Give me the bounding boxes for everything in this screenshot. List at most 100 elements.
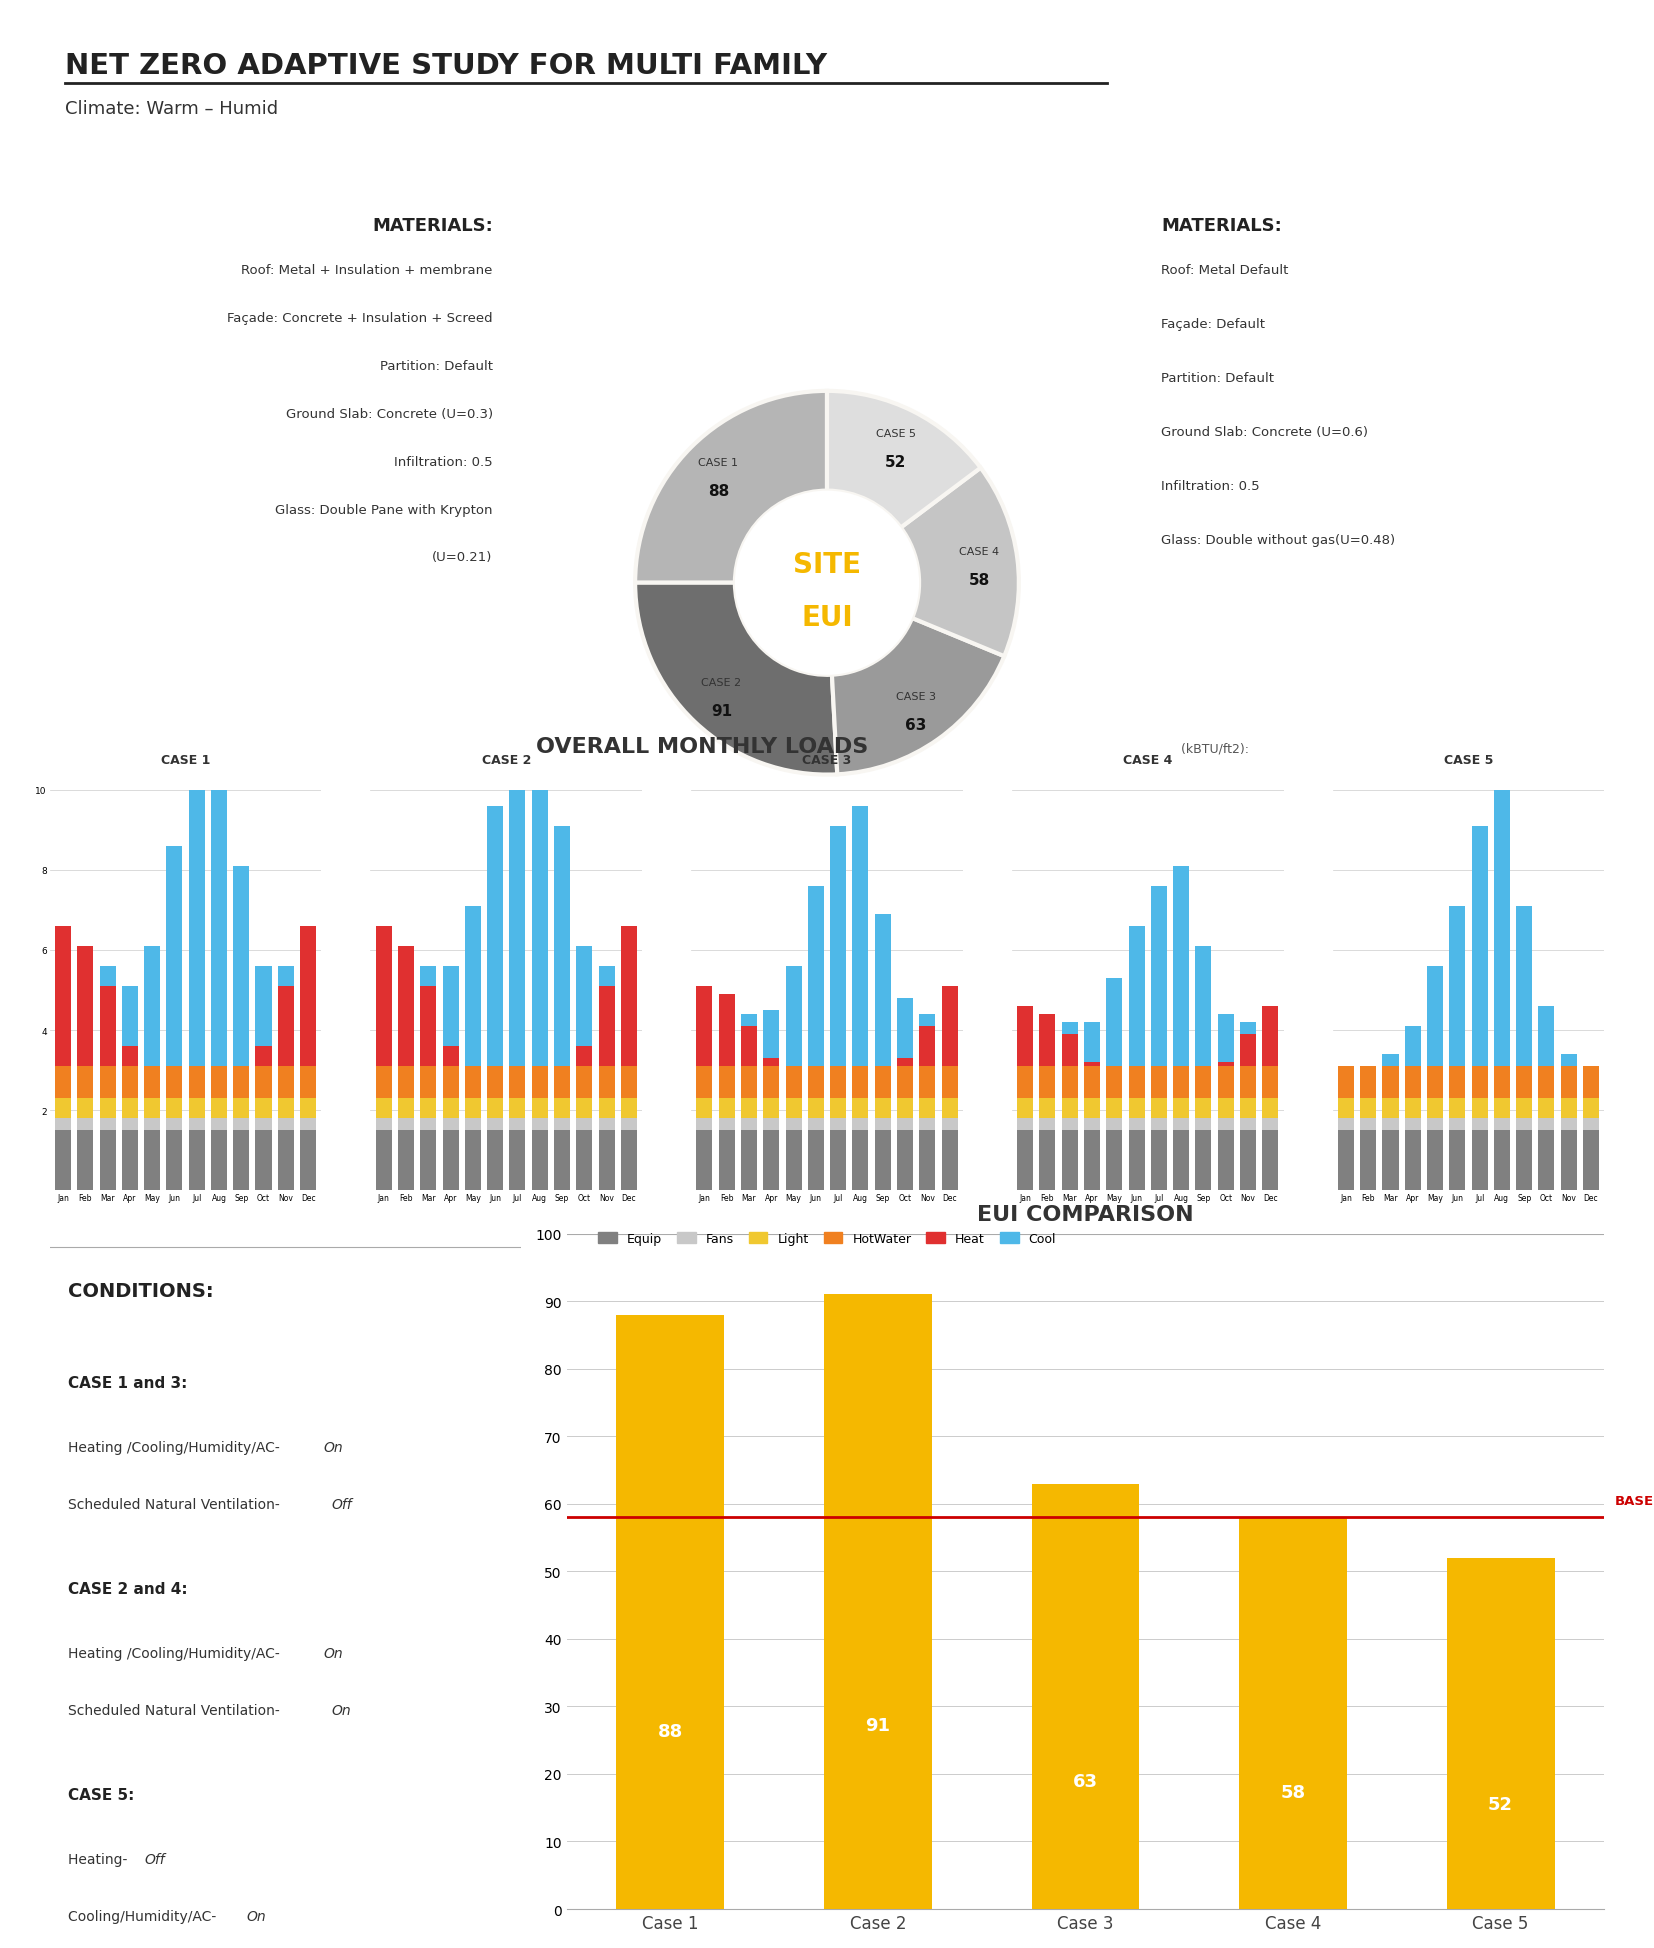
Bar xyxy=(1217,1068,1234,1099)
Text: Off: Off xyxy=(332,1498,352,1512)
Bar xyxy=(122,1118,137,1130)
Bar xyxy=(1472,1068,1487,1099)
Bar xyxy=(1538,1099,1555,1118)
Bar xyxy=(78,1099,93,1118)
Bar xyxy=(509,727,526,1068)
Bar xyxy=(786,1118,802,1130)
Bar xyxy=(233,1068,250,1099)
Bar xyxy=(1383,1054,1399,1068)
Bar xyxy=(255,1130,271,1190)
Bar xyxy=(1039,1099,1055,1118)
Bar xyxy=(1240,1118,1255,1130)
Bar xyxy=(920,1118,935,1130)
Text: 88: 88 xyxy=(708,483,729,499)
Bar xyxy=(1494,1130,1510,1190)
Bar xyxy=(599,1130,615,1190)
Bar xyxy=(576,1099,592,1118)
Bar xyxy=(696,1068,713,1099)
Bar xyxy=(719,1099,734,1118)
Bar xyxy=(1494,1068,1510,1099)
Bar xyxy=(1083,1023,1100,1062)
Bar xyxy=(399,1099,414,1118)
Bar xyxy=(465,1130,481,1190)
Bar xyxy=(1039,1068,1055,1099)
Bar xyxy=(1517,906,1532,1068)
Bar xyxy=(599,1068,615,1099)
Bar xyxy=(741,1015,758,1027)
Bar xyxy=(1151,886,1168,1068)
Bar xyxy=(741,1099,758,1118)
Text: On: On xyxy=(323,1646,342,1660)
Bar xyxy=(443,1046,458,1068)
Bar xyxy=(1404,1130,1421,1190)
Bar xyxy=(1583,1118,1599,1130)
Bar xyxy=(1472,1118,1487,1130)
Text: Heating-: Heating- xyxy=(68,1853,132,1866)
Bar xyxy=(1173,1099,1189,1118)
Bar xyxy=(830,826,847,1068)
Bar xyxy=(576,1118,592,1130)
Bar xyxy=(1240,1068,1255,1099)
Text: 58: 58 xyxy=(1280,1782,1305,1800)
Text: CASE 5:: CASE 5: xyxy=(68,1788,136,1802)
Bar xyxy=(255,1046,271,1068)
Bar xyxy=(1173,1118,1189,1130)
Text: (U=0.21): (U=0.21) xyxy=(432,551,493,565)
Bar xyxy=(299,927,316,1068)
Bar xyxy=(1017,1130,1034,1190)
Bar xyxy=(1360,1099,1376,1118)
Bar xyxy=(1017,1068,1034,1099)
Text: 91: 91 xyxy=(865,1716,890,1734)
Text: Infiltration: 0.5: Infiltration: 0.5 xyxy=(394,456,493,468)
Bar xyxy=(1538,1118,1555,1130)
Bar xyxy=(299,1130,316,1190)
Bar xyxy=(1538,1007,1555,1068)
Bar xyxy=(99,1099,116,1118)
Bar xyxy=(486,1099,503,1118)
Bar xyxy=(531,1118,547,1130)
Text: Partition: Default: Partition: Default xyxy=(1161,372,1274,386)
Legend: Equip, Fans, Light, HotWater, Heat, Cool: Equip, Fans, Light, HotWater, Heat, Cool xyxy=(592,1227,1062,1251)
Bar xyxy=(255,1068,271,1099)
Bar xyxy=(1062,1130,1078,1190)
Bar xyxy=(1360,1118,1376,1130)
Bar xyxy=(1262,1130,1279,1190)
Bar xyxy=(99,966,116,986)
Bar xyxy=(896,999,913,1058)
Bar xyxy=(420,1099,437,1118)
Bar xyxy=(278,1130,294,1190)
Bar xyxy=(1196,1118,1211,1130)
Bar xyxy=(212,1068,227,1099)
Bar xyxy=(375,1118,392,1130)
Bar xyxy=(1517,1130,1532,1190)
Bar xyxy=(278,1099,294,1118)
Bar xyxy=(941,1068,958,1099)
Bar xyxy=(167,1068,182,1099)
Bar xyxy=(554,1130,571,1190)
Bar xyxy=(144,1130,160,1190)
Text: 58: 58 xyxy=(969,573,991,588)
Bar xyxy=(278,1118,294,1130)
Bar xyxy=(167,1130,182,1190)
Bar xyxy=(189,1130,205,1190)
Bar xyxy=(99,1130,116,1190)
Bar xyxy=(255,1118,271,1130)
Bar xyxy=(278,966,294,986)
Bar xyxy=(531,1099,547,1118)
Bar xyxy=(1494,1118,1510,1130)
Bar xyxy=(896,1130,913,1190)
Bar xyxy=(786,1068,802,1099)
Bar xyxy=(420,986,437,1068)
Bar xyxy=(1217,1118,1234,1130)
Bar xyxy=(1032,1484,1140,1909)
Bar xyxy=(896,1099,913,1118)
Bar xyxy=(896,1118,913,1130)
Bar xyxy=(1538,1068,1555,1099)
Bar xyxy=(465,906,481,1068)
Bar xyxy=(696,1099,713,1118)
Text: 63: 63 xyxy=(905,717,926,732)
Text: Roof: Metal + Insulation + membrane: Roof: Metal + Insulation + membrane xyxy=(241,263,493,277)
Bar xyxy=(554,1068,571,1099)
Wedge shape xyxy=(832,619,1004,775)
Bar xyxy=(420,1118,437,1130)
